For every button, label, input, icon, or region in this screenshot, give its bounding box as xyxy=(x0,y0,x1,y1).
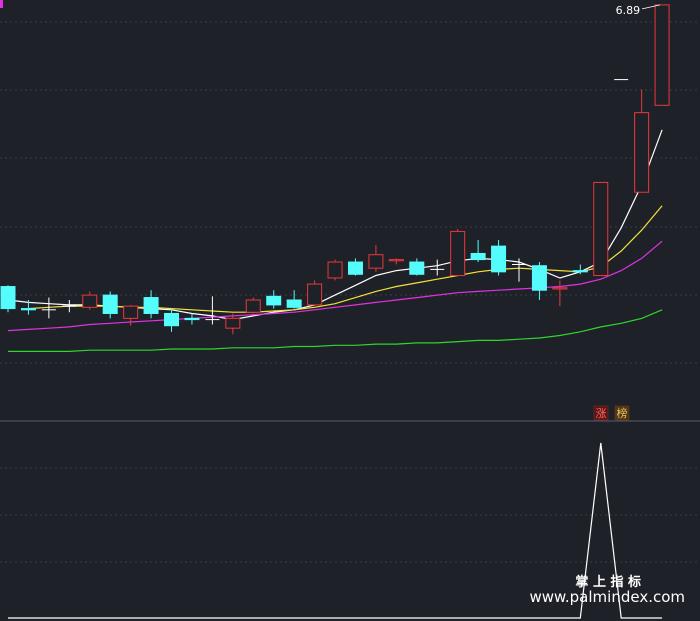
candle-body xyxy=(347,261,363,275)
candle-body xyxy=(245,299,261,313)
candle-body xyxy=(286,299,302,308)
moving-average-line xyxy=(7,240,663,332)
watermark-title: 掌 上 指 标 xyxy=(575,574,641,590)
candle-body xyxy=(450,230,466,277)
candle-body xyxy=(143,297,159,314)
tag-box xyxy=(593,405,609,421)
candle-body xyxy=(327,261,343,279)
candle-body xyxy=(307,283,323,306)
moving-average-line xyxy=(8,309,663,352)
candle-body xyxy=(388,259,404,262)
candle-body xyxy=(470,252,486,261)
corner-marker xyxy=(0,0,3,8)
candle-body xyxy=(0,286,16,310)
candle-body xyxy=(409,261,425,275)
candle-body xyxy=(654,4,670,106)
tag-label: 涨 xyxy=(596,407,607,420)
candle-body xyxy=(531,265,547,291)
max-price-label: 6.89 xyxy=(616,4,641,17)
candle-body xyxy=(123,305,139,319)
candle-body xyxy=(491,245,507,273)
indicator-line xyxy=(8,442,663,619)
candle-body xyxy=(102,294,118,314)
candle-body xyxy=(572,270,588,273)
watermark-url: www.palmindex.com xyxy=(529,588,685,606)
candle-body xyxy=(164,312,180,327)
candle-body xyxy=(368,254,384,269)
candle-body xyxy=(552,287,568,290)
tag-label: 榜 xyxy=(617,406,628,420)
candle-body xyxy=(593,181,609,277)
candle-body xyxy=(225,317,241,329)
max-price-arrow xyxy=(641,4,661,10)
moving-average-line xyxy=(28,205,663,313)
candle-body xyxy=(20,308,36,311)
candle-body xyxy=(184,317,200,321)
candle-body xyxy=(266,295,282,306)
candle-body xyxy=(82,294,98,308)
candle-body xyxy=(634,112,650,193)
tag-box xyxy=(614,405,630,421)
